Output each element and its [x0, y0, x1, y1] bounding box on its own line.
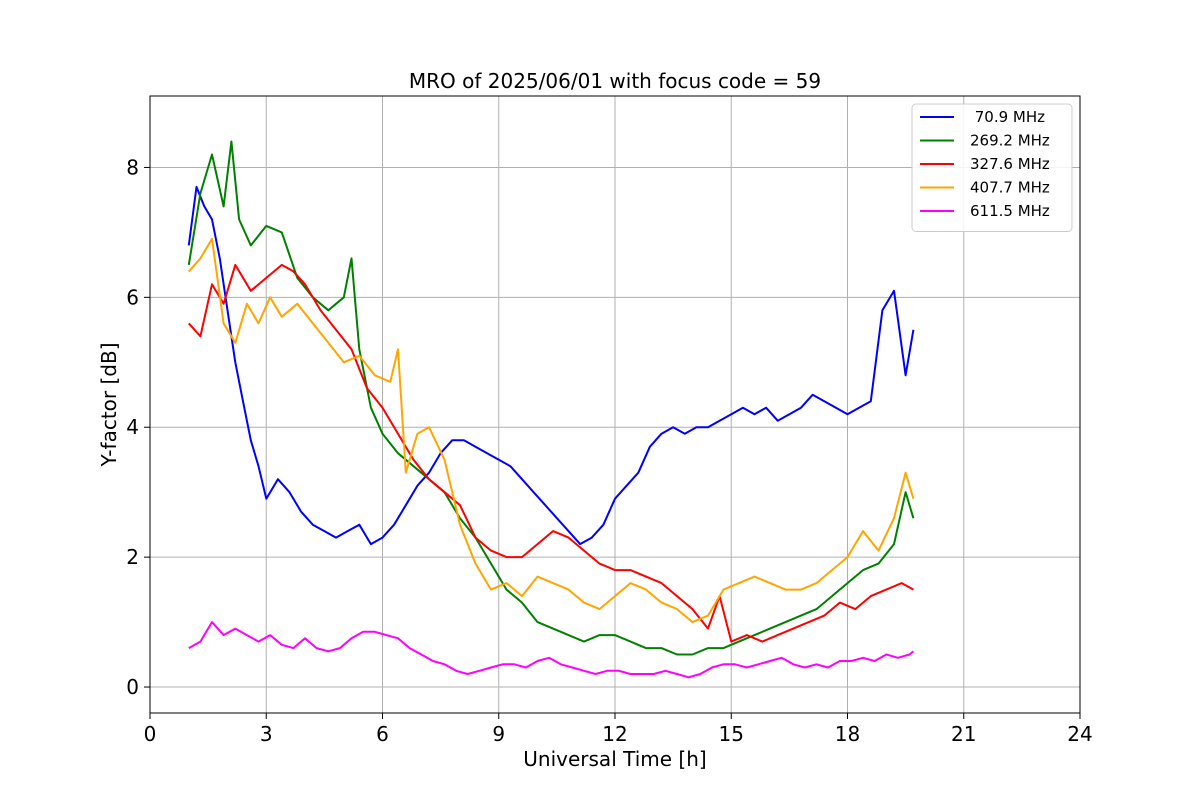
legend-label-0: 70.9 MHz	[970, 108, 1045, 126]
y-tick-label: 0	[126, 675, 139, 699]
x-tick-label: 18	[835, 722, 860, 746]
legend-frame	[911, 103, 1073, 232]
x-tick-label: 9	[492, 722, 505, 746]
y-tick-label: 8	[126, 155, 139, 179]
x-tick-label: 21	[951, 722, 976, 746]
x-tick-label: 6	[376, 722, 389, 746]
x-tick-label: 24	[1067, 722, 1092, 746]
series-line-2	[188, 263, 914, 643]
x-tick-label: 3	[260, 722, 273, 746]
legend-label-2: 327.6 MHz	[970, 155, 1050, 173]
y-axis-label: Y-factor [dB]	[97, 342, 121, 467]
series-line-4	[188, 621, 915, 679]
y-tick-label: 2	[126, 545, 139, 569]
legend-label-1: 269.2 MHz	[970, 132, 1050, 150]
x-tick-label: 12	[602, 722, 627, 746]
series-line-1	[187, 140, 915, 656]
y-tick-label: 4	[126, 415, 139, 439]
series-line-3	[188, 237, 915, 624]
x-tick-label: 15	[719, 722, 744, 746]
legend: 70.9 MHz 269.2 MHz 327.6 MHz 407.7 MHz 611.5…	[911, 103, 1073, 232]
x-axis-label: Universal Time [h]	[523, 747, 706, 771]
series-group	[187, 140, 915, 679]
legend-label-4: 611.5 MHz	[970, 202, 1050, 220]
series-line-0	[187, 185, 915, 546]
y-tick-label: 6	[126, 285, 139, 309]
chart-title: MRO of 2025/06/01 with focus code = 59	[409, 69, 821, 93]
x-tick-label: 0	[144, 722, 157, 746]
legend-label-3: 407.7 MHz	[970, 179, 1050, 197]
